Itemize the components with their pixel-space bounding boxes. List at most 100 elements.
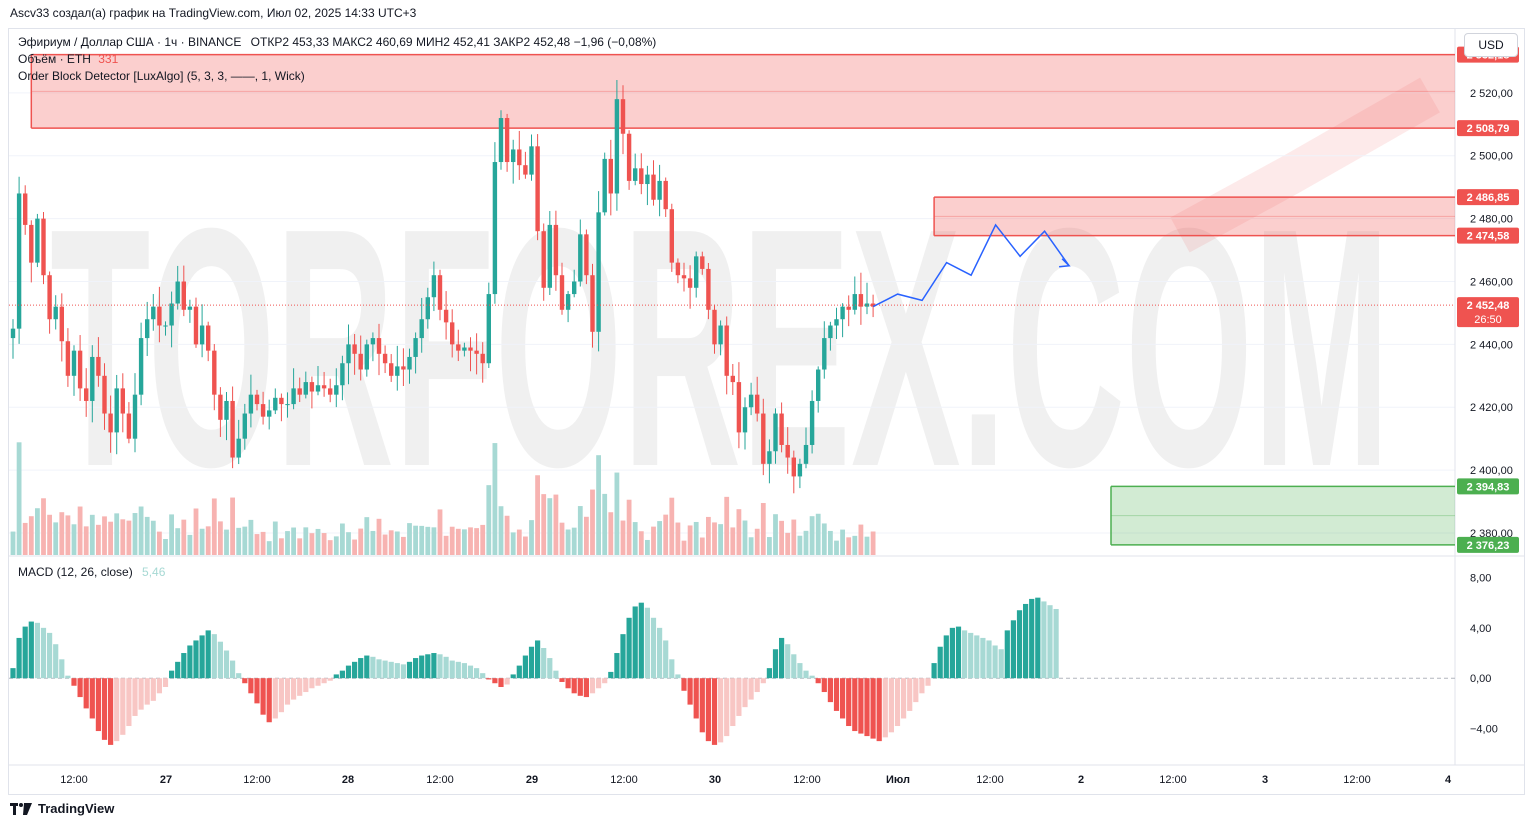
macd-histogram-bar	[358, 658, 364, 679]
candle-body	[816, 369, 821, 401]
candle-body	[260, 404, 266, 417]
macd-histogram-bar	[284, 678, 291, 705]
volume-bar	[687, 525, 693, 555]
candle-body	[273, 397, 278, 411]
macd-histogram-bar	[894, 678, 901, 727]
macd-histogram-bar	[1029, 598, 1035, 679]
macd-histogram-bar	[675, 674, 681, 679]
macd-legend[interactable]: MACD (12, 26, close) 5,46	[18, 565, 165, 579]
volume-bar	[297, 538, 303, 555]
order-block-bearish-1	[934, 197, 1455, 236]
volume-bar	[834, 540, 839, 555]
volume-bar	[602, 493, 608, 555]
macd-histogram-bar	[510, 674, 516, 679]
macd-histogram-bar	[724, 678, 730, 737]
macd-histogram-bar	[919, 678, 925, 694]
candle-body	[425, 297, 430, 320]
time-axis-tick: 12:00	[243, 774, 271, 786]
candle-body	[126, 413, 132, 439]
macd-histogram-bar	[162, 678, 169, 688]
volume-bar	[211, 498, 217, 555]
candle-body	[517, 149, 522, 166]
watermark-arrow-shape	[1170, 77, 1440, 253]
macd-histogram-bar	[126, 678, 132, 727]
volume-bar	[10, 531, 16, 555]
macd-histogram-bar	[101, 678, 108, 740]
volume-bar	[138, 506, 144, 555]
candle-body	[437, 275, 443, 310]
candle-body	[809, 400, 815, 445]
candle-body	[858, 294, 864, 307]
macd-histogram-bar	[254, 678, 260, 704]
macd-histogram-bar	[400, 664, 406, 679]
macd-histogram-bar	[882, 678, 888, 738]
macd-histogram-bar	[474, 668, 480, 679]
candle-body	[578, 234, 583, 282]
macd-histogram-bar	[937, 646, 943, 679]
volume-bar	[870, 531, 876, 555]
volume-bar	[797, 535, 803, 555]
volume-bar	[577, 506, 583, 555]
volume-bar	[83, 526, 89, 555]
candle-body	[492, 162, 498, 295]
indicator-label: Order Block Detector [LuxAlgo] (5, 3, 3,…	[18, 69, 305, 83]
volume-bar	[382, 534, 388, 555]
candle-body	[407, 356, 412, 370]
macd-histogram-bar	[809, 675, 815, 679]
symbol-legend: Эфириум / Доллар США · 1ч · BINANCE ОТКР…	[18, 35, 656, 49]
macd-histogram-bar	[693, 678, 699, 719]
price-axis-tick: 2 480,00	[1470, 214, 1513, 226]
macd-histogram-bar	[89, 678, 95, 719]
candle-body	[370, 338, 376, 345]
candle-body	[718, 325, 723, 345]
candle-body	[498, 118, 504, 163]
macd-histogram-bar	[467, 665, 474, 679]
price-label-text: 2 486,85	[1467, 192, 1510, 204]
symbol-title: Эфириум / Доллар США · 1ч · BINANCE	[18, 35, 242, 49]
macd-histogram-bar	[907, 678, 913, 711]
macd-histogram-bar	[187, 645, 193, 679]
macd-histogram-bar	[681, 678, 687, 691]
candle-body	[511, 149, 516, 163]
volume-bar	[651, 526, 656, 555]
volume-bar	[590, 489, 595, 555]
macd-histogram-bar	[565, 678, 571, 689]
candle-body	[157, 306, 162, 326]
macd-histogram-bar	[687, 678, 693, 705]
candle-body	[431, 275, 437, 298]
volume-bar	[626, 499, 632, 555]
macd-histogram-bar	[382, 660, 388, 679]
macd-histogram-bar	[803, 670, 809, 679]
volume-bar	[523, 536, 528, 555]
volume-bar	[218, 521, 223, 555]
macd-histogram-bar	[913, 678, 919, 703]
currency-button[interactable]: USD	[1464, 33, 1518, 57]
candle-body	[175, 281, 180, 304]
price-axis-tick: 2 500,00	[1470, 151, 1513, 163]
volume-bar	[864, 536, 870, 555]
order-block-bullish-2	[1111, 486, 1455, 545]
candle-body	[797, 463, 803, 477]
macd-histogram-bar	[1004, 630, 1010, 679]
volume-bar	[443, 535, 449, 555]
time-axis-tick: 12:00	[1159, 774, 1187, 786]
volume-bar	[760, 503, 766, 555]
macd-histogram-bar	[943, 635, 949, 679]
macd-histogram-bar	[28, 621, 34, 679]
indicator-legend[interactable]: Order Block Detector [LuxAlgo] (5, 3, 3,…	[18, 69, 305, 83]
macd-histogram-bar	[211, 634, 217, 679]
volume-bar	[748, 537, 754, 555]
volume-bar	[571, 527, 577, 555]
volume-bar	[303, 527, 309, 555]
macd-histogram-bar	[71, 678, 77, 686]
volume-bar	[535, 475, 540, 555]
volume-bar	[791, 519, 797, 555]
macd-histogram-bar	[528, 646, 535, 679]
candle-body	[138, 338, 144, 395]
attribution-text: Ascv33 создал(а) график на TradingView.c…	[10, 6, 417, 20]
time-axis-tick: 29	[526, 774, 538, 786]
macd-histogram-bar	[266, 678, 272, 723]
price-axis-tick: 2 400,00	[1470, 465, 1513, 477]
price-label-badge	[1457, 478, 1519, 495]
